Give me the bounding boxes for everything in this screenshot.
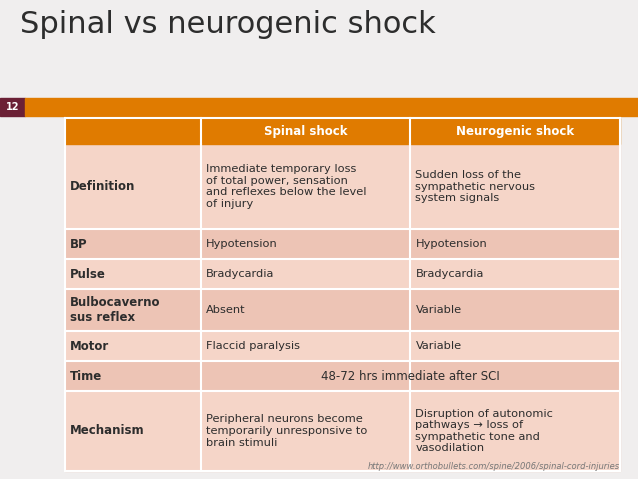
Bar [65,118,620,144]
Bar [65,229,620,259]
Text: Sudden loss of the
sympathetic nervous
system signals: Sudden loss of the sympathetic nervous s… [415,170,535,203]
Text: Hypotension: Hypotension [206,239,278,249]
Text: http://www.orthobullets.com/spine/2006/spinal-cord-injuries: http://www.orthobullets.com/spine/2006/s… [368,462,620,471]
Text: Motor: Motor [70,340,109,353]
Bar [65,289,620,331]
Text: Peripheral neurons become
temporarily unresponsive to
brain stimuli: Peripheral neurons become temporarily un… [206,414,367,447]
Bar [25,98,638,116]
Bar [0,98,25,116]
Text: Time: Time [70,369,102,383]
Text: 12: 12 [6,102,19,112]
Bar [65,259,620,289]
Text: Pulse: Pulse [70,267,106,281]
Text: Spinal shock: Spinal shock [264,125,348,137]
Bar [65,391,620,471]
Text: Immediate temporary loss
of total power, sensation
and reflexes below the level
: Immediate temporary loss of total power,… [206,164,366,209]
Text: Neurogenic shock: Neurogenic shock [456,125,574,137]
Text: Variable: Variable [415,341,461,351]
Text: BP: BP [70,238,87,251]
Text: Variable: Variable [415,305,461,315]
Text: Disruption of autonomic
pathways → loss of
sympathetic tone and
vasodilation: Disruption of autonomic pathways → loss … [415,409,553,454]
Text: Flaccid paralysis: Flaccid paralysis [206,341,300,351]
Text: Definition: Definition [70,180,135,193]
Text: Bradycardia: Bradycardia [206,269,274,279]
Text: 48-72 hrs immediate after SCI: 48-72 hrs immediate after SCI [321,369,500,383]
Bar [65,144,620,229]
Bar [65,361,620,391]
Text: Absent: Absent [206,305,246,315]
Bar [65,331,620,361]
Text: Bulbocaverno
sus reflex: Bulbocaverno sus reflex [70,296,161,324]
Text: Mechanism: Mechanism [70,424,145,437]
Text: Spinal vs neurogenic shock: Spinal vs neurogenic shock [20,10,436,39]
Text: Bradycardia: Bradycardia [415,269,484,279]
Text: Hypotension: Hypotension [415,239,487,249]
